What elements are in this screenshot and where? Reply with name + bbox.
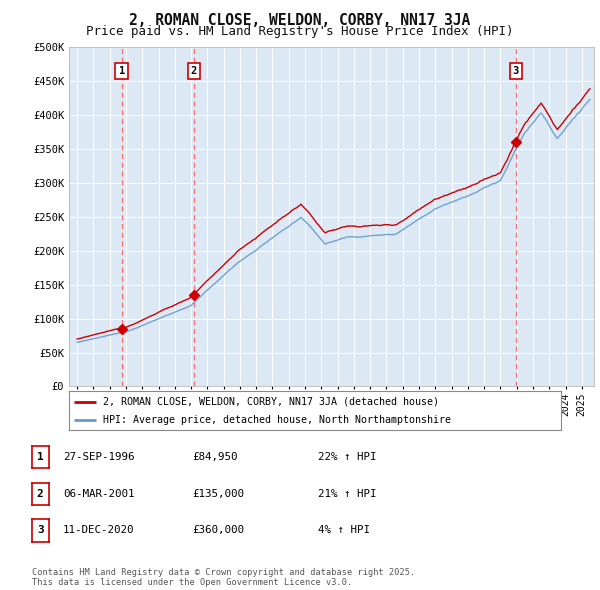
- Text: 06-MAR-2001: 06-MAR-2001: [63, 489, 134, 499]
- Text: £84,950: £84,950: [192, 453, 238, 462]
- Text: Contains HM Land Registry data © Crown copyright and database right 2025.
This d: Contains HM Land Registry data © Crown c…: [32, 568, 415, 587]
- Text: 27-SEP-1996: 27-SEP-1996: [63, 453, 134, 462]
- Text: 3: 3: [513, 66, 519, 76]
- Text: 11-DEC-2020: 11-DEC-2020: [63, 526, 134, 535]
- Text: 2, ROMAN CLOSE, WELDON, CORBY, NN17 3JA: 2, ROMAN CLOSE, WELDON, CORBY, NN17 3JA: [130, 13, 470, 28]
- Text: 1: 1: [37, 453, 44, 462]
- Text: 3: 3: [37, 526, 44, 535]
- Text: 4% ↑ HPI: 4% ↑ HPI: [318, 526, 370, 535]
- Text: £360,000: £360,000: [192, 526, 244, 535]
- Text: 2: 2: [37, 489, 44, 499]
- Text: 2, ROMAN CLOSE, WELDON, CORBY, NN17 3JA (detached house): 2, ROMAN CLOSE, WELDON, CORBY, NN17 3JA …: [103, 396, 439, 407]
- Text: 21% ↑ HPI: 21% ↑ HPI: [318, 489, 377, 499]
- Text: Price paid vs. HM Land Registry's House Price Index (HPI): Price paid vs. HM Land Registry's House …: [86, 25, 514, 38]
- Text: HPI: Average price, detached house, North Northamptonshire: HPI: Average price, detached house, Nort…: [103, 415, 451, 425]
- Text: £135,000: £135,000: [192, 489, 244, 499]
- Text: 2: 2: [191, 66, 197, 76]
- Text: 1: 1: [119, 66, 125, 76]
- Text: 22% ↑ HPI: 22% ↑ HPI: [318, 453, 377, 462]
